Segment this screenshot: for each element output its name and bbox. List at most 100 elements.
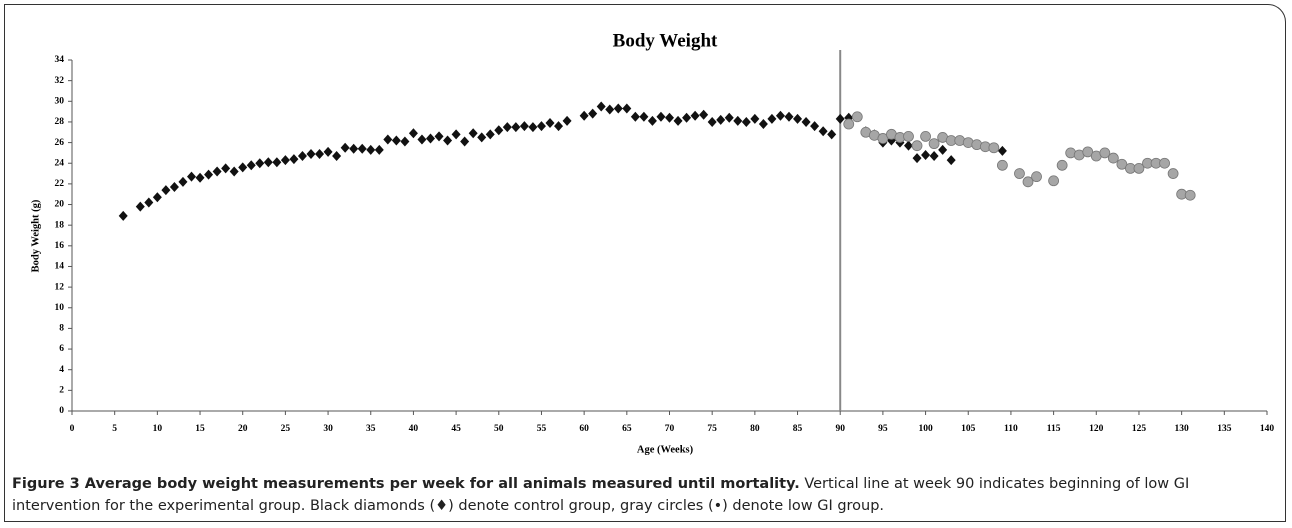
diamond-point	[494, 125, 504, 136]
diamond-point	[528, 122, 538, 133]
y-tick-label: 12	[55, 282, 65, 292]
y-tick-label: 18	[55, 220, 65, 230]
diamond-point	[229, 166, 239, 177]
diamond-point	[912, 153, 922, 164]
circle-point	[843, 118, 855, 130]
circle-point	[1167, 168, 1179, 179]
diamond-point	[519, 121, 529, 132]
diamond-point	[750, 113, 760, 124]
diamond-point	[434, 131, 444, 142]
diamond-point	[801, 116, 811, 127]
diamond-point	[246, 160, 256, 171]
x-tick-label: 105	[961, 424, 976, 434]
x-tick-label: 50	[494, 424, 504, 434]
diamond-point	[835, 113, 845, 124]
x-tick-label: 100	[918, 424, 933, 434]
diamond-point	[784, 111, 794, 122]
diamond-point	[169, 181, 179, 192]
diamond-point	[178, 176, 188, 187]
diamond-point	[690, 110, 700, 121]
diamond-point	[391, 135, 401, 146]
diamond-point	[724, 112, 734, 123]
diamond-point	[707, 116, 717, 127]
diamond-point	[451, 129, 461, 140]
diamond-point	[741, 116, 751, 127]
x-tick-label: 140	[1260, 424, 1275, 434]
diamond-point	[272, 157, 282, 168]
diamond-point	[767, 113, 777, 124]
circle-point	[1031, 171, 1042, 183]
diamond-point	[545, 117, 555, 128]
diamond-point	[187, 171, 196, 182]
x-tick-label: 10	[153, 424, 163, 434]
circle-point	[1184, 189, 1196, 201]
diamond-point	[810, 121, 820, 132]
diamond-point	[289, 154, 299, 165]
x-tick-label: 25	[281, 424, 291, 434]
diamond-point	[818, 126, 828, 137]
y-tick-label: 24	[55, 158, 65, 168]
circle-point	[1014, 168, 1025, 179]
x-tick-label: 30	[323, 424, 333, 434]
y-tick-label: 26	[55, 138, 65, 148]
x-tick-label: 120	[1089, 424, 1104, 434]
diamond-point	[511, 122, 521, 133]
diamond-point	[929, 151, 939, 162]
diamond-point	[323, 146, 333, 157]
diamond-point	[366, 144, 376, 155]
diamond-point	[630, 111, 640, 122]
y-tick-label: 28	[55, 117, 65, 127]
diamond-point	[733, 115, 743, 126]
diamond-point	[921, 149, 931, 160]
diamond-point	[357, 143, 367, 154]
diamond-point	[938, 144, 948, 155]
diamond-point	[588, 108, 598, 119]
y-tick-label: 2	[59, 386, 64, 396]
diamond-point	[656, 111, 666, 122]
x-tick-label: 0	[70, 424, 75, 434]
diamond-point	[468, 128, 478, 139]
diamond-point	[306, 148, 316, 159]
circle-point	[851, 111, 863, 123]
diamond-point	[212, 166, 222, 177]
diamond-point	[699, 109, 709, 120]
diamond-point	[417, 134, 427, 145]
x-tick-label: 15	[195, 424, 205, 434]
diamond-point	[195, 172, 205, 183]
circle-point	[928, 138, 940, 150]
diamond-point	[383, 134, 393, 145]
x-axis-label: Age (Weeks)	[637, 444, 694, 455]
y-tick-label: 20	[55, 200, 65, 210]
diamond-point	[161, 185, 171, 196]
caption-text: Vertical line at week 90 indicates begin…	[12, 476, 1190, 514]
diamond-point	[221, 163, 231, 174]
diamond-point	[997, 145, 1007, 156]
y-tick-label: 6	[59, 344, 64, 354]
x-tick-label: 125	[1132, 424, 1147, 434]
circle-point	[1159, 157, 1170, 169]
x-tick-label: 75	[707, 424, 717, 434]
diamond-point	[255, 158, 265, 169]
y-tick-label: 32	[55, 76, 65, 86]
diamond-point	[118, 210, 128, 221]
diamond-point	[426, 133, 435, 144]
diamond-point	[613, 103, 623, 114]
diamond-point	[263, 157, 273, 168]
x-tick-label: 5	[112, 424, 117, 434]
circle-point	[920, 130, 931, 142]
x-tick-label: 40	[409, 424, 419, 434]
diamond-point	[579, 110, 589, 121]
x-tick-label: 55	[537, 424, 547, 434]
diamond-point	[238, 162, 248, 173]
diamond-point	[349, 143, 359, 154]
x-tick-label: 45	[451, 424, 461, 434]
circle-point	[1048, 175, 1060, 187]
diamond-point	[443, 135, 453, 146]
diamond-point	[793, 113, 803, 124]
y-tick-label: 34	[55, 55, 65, 65]
diamond-point	[716, 114, 726, 125]
diamond-point	[144, 197, 154, 208]
x-tick-label: 110	[1004, 424, 1018, 434]
x-tick-label: 70	[665, 424, 675, 434]
